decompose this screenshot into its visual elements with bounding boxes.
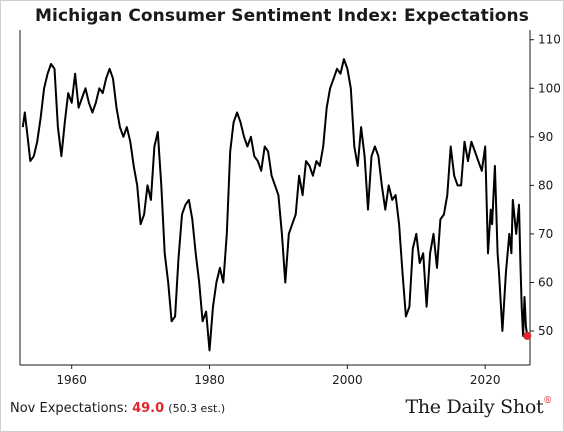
footer-note: Nov Expectations: 49.0 (50.3 est.) [10,401,225,416]
tick-labels: 50 60 70 80 90 100 110 1960 1980 2000 2020 [56,33,560,387]
x-tick-label: 1980 [194,373,225,387]
y-tick-label: 70 [538,227,553,241]
brand-name: The Daily Shot [405,396,544,418]
brand-logo: The Daily Shot® [405,396,552,418]
registered-mark: ® [543,396,552,406]
series-line [21,58,529,352]
latest-point-marker [523,331,532,340]
y-tick-label: 90 [538,130,553,144]
footer-label: Nov Expectations: [10,401,133,416]
y-tick-label: 80 [538,178,553,192]
chart-axes [19,30,534,369]
y-tick-label: 60 [538,275,553,289]
x-tick-label: 1960 [56,373,87,387]
x-tick-label: 2000 [332,373,363,387]
x-tick-label: 2020 [470,373,501,387]
footer-estimate: (50.3 est.) [168,402,226,415]
y-tick-label: 100 [538,81,561,95]
y-tick-label: 50 [538,324,553,338]
y-tick-label: 110 [538,33,561,47]
chart-title: Michigan Consumer Sentiment Index: Expec… [35,6,529,26]
plot-area [21,58,532,352]
footer-value: 49.0 [132,401,165,416]
